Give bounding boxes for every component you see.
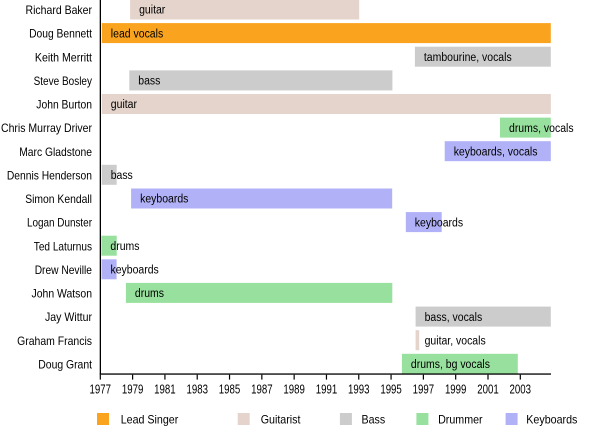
svg-text:1997: 1997	[413, 383, 435, 397]
svg-text:drums, vocals: drums, vocals	[509, 123, 574, 135]
svg-text:1991: 1991	[316, 383, 338, 397]
svg-text:1989: 1989	[283, 383, 305, 397]
svg-text:drums, bg vocals: drums, bg vocals	[411, 359, 490, 371]
svg-text:keyboards: keyboards	[111, 265, 160, 277]
svg-text:John Watson: John Watson	[32, 287, 93, 301]
svg-text:1995: 1995	[380, 383, 402, 397]
svg-text:Steve Bosley: Steve Bosley	[34, 74, 92, 88]
svg-text:1987: 1987	[251, 383, 273, 397]
svg-text:guitar, vocals: guitar, vocals	[425, 335, 486, 347]
svg-text:2003: 2003	[510, 383, 532, 397]
svg-text:2001: 2001	[477, 383, 499, 397]
svg-text:tambourine, vocals: tambourine, vocals	[424, 52, 512, 64]
svg-text:Drew Neville: Drew Neville	[35, 263, 93, 277]
svg-text:Lead Singer: Lead Singer	[121, 413, 179, 427]
svg-text:1977: 1977	[90, 383, 112, 397]
svg-text:drums: drums	[110, 241, 139, 253]
svg-text:Richard Baker: Richard Baker	[26, 3, 93, 17]
svg-text:Doug Bennett: Doug Bennett	[29, 27, 92, 41]
svg-text:Chris Murray Driver: Chris Murray Driver	[1, 121, 92, 135]
svg-text:keyboards, vocals: keyboards, vocals	[454, 146, 538, 158]
svg-text:Keyboards: Keyboards	[526, 413, 577, 427]
svg-text:lead vocals: lead vocals	[111, 28, 164, 40]
svg-text:1981: 1981	[154, 383, 176, 397]
svg-text:bass: bass	[138, 76, 160, 88]
svg-text:guitar: guitar	[111, 99, 137, 111]
svg-text:Simon Kendall: Simon Kendall	[25, 192, 92, 206]
svg-text:1983: 1983	[186, 383, 208, 397]
svg-text:Ted Laturnus: Ted Laturnus	[34, 239, 92, 253]
svg-text:1999: 1999	[445, 383, 467, 397]
svg-text:John Burton: John Burton	[36, 98, 92, 112]
svg-text:Logan Dunster: Logan Dunster	[27, 216, 92, 230]
svg-text:1985: 1985	[219, 383, 241, 397]
svg-text:Graham Francis: Graham Francis	[17, 334, 92, 348]
svg-text:Doug Grant: Doug Grant	[38, 357, 92, 371]
svg-text:keyboards: keyboards	[415, 217, 464, 229]
svg-text:bass, vocals: bass, vocals	[425, 312, 483, 324]
svg-text:Jay Wittur: Jay Wittur	[45, 310, 92, 324]
svg-text:Guitarist: Guitarist	[261, 413, 301, 427]
svg-text:1979: 1979	[122, 383, 144, 397]
svg-text:drums: drums	[135, 288, 164, 300]
svg-text:bass: bass	[111, 170, 133, 182]
svg-text:Drummer: Drummer	[438, 413, 483, 427]
svg-text:Dennis Henderson: Dennis Henderson	[7, 168, 92, 182]
svg-text:Keith Merritt: Keith Merritt	[35, 50, 93, 64]
svg-text:Bass: Bass	[362, 413, 386, 427]
svg-text:Marc Gladstone: Marc Gladstone	[19, 145, 92, 159]
svg-text:keyboards: keyboards	[140, 194, 189, 206]
svg-text:guitar: guitar	[139, 5, 165, 17]
svg-text:1993: 1993	[348, 383, 370, 397]
